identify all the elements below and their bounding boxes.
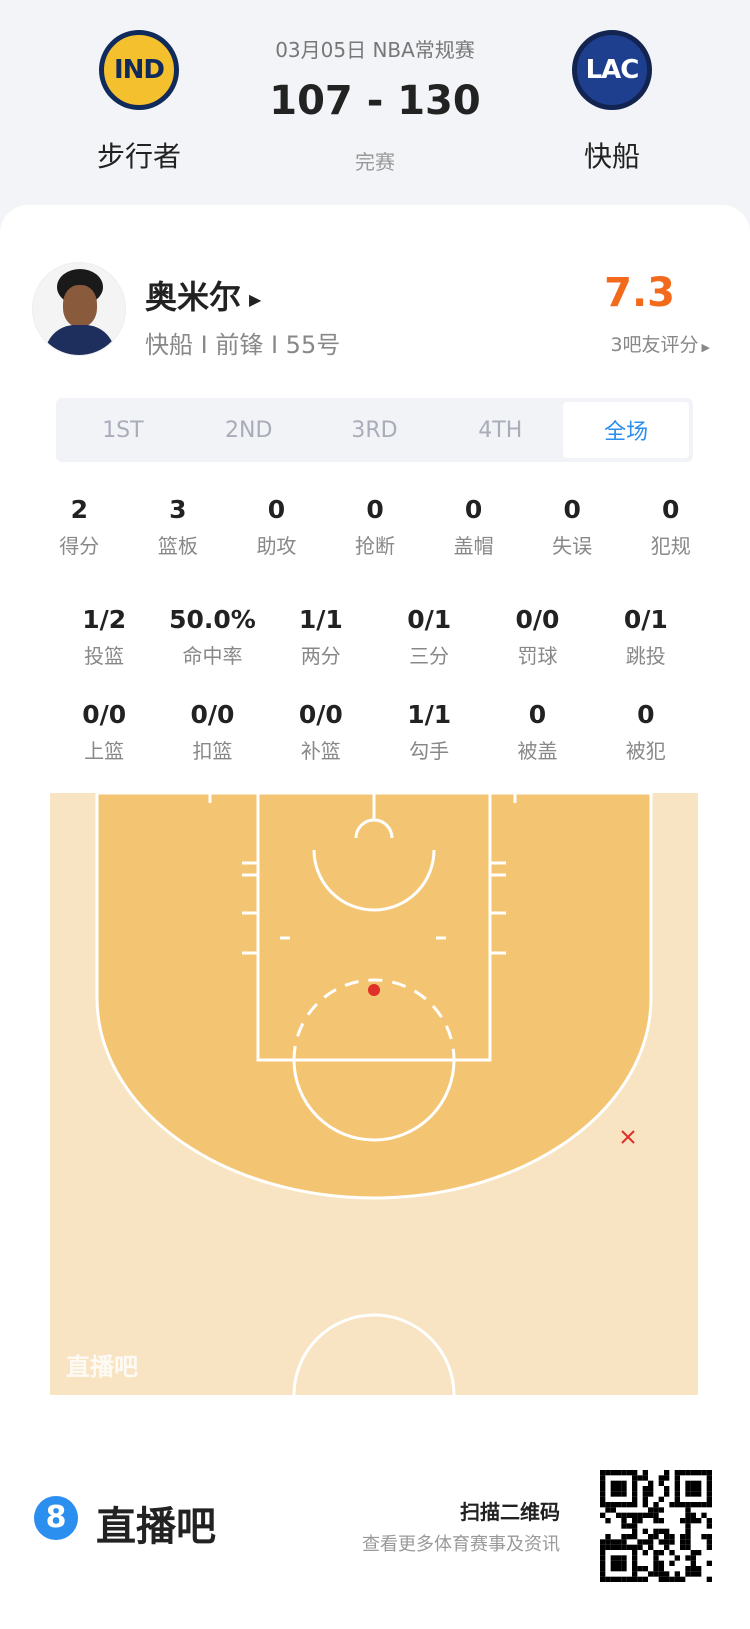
stat-item: 0 被盖: [483, 700, 591, 764]
stat-label: 失误: [552, 534, 593, 558]
brand-logo-icon: 8: [34, 1496, 78, 1540]
stat-label: 抢断: [355, 534, 396, 558]
stat-value: 0/0: [190, 700, 235, 729]
team-logo-ind[interactable]: IND: [99, 30, 179, 110]
stat-item: 0 失误: [523, 495, 622, 559]
stat-item: 0 犯规: [621, 495, 720, 559]
stat-item: 0 抢断: [326, 495, 425, 559]
stat-value: 0/0: [515, 605, 560, 634]
tab-3rd[interactable]: 3RD: [351, 417, 398, 443]
stat-item: 1/2 投篮: [50, 605, 158, 669]
stat-label: 被盖: [517, 739, 558, 763]
stat-item: 0/0 罚球: [483, 605, 591, 669]
stat-label: 助攻: [256, 534, 297, 558]
stat-value: 2: [70, 495, 88, 524]
home-team-name[interactable]: 步行者: [96, 140, 181, 173]
paint: [256, 793, 492, 1062]
stat-label: 扣篮: [192, 739, 233, 763]
team-logo-lac[interactable]: LAC: [572, 30, 652, 110]
stat-item: 3 篮板: [129, 495, 228, 559]
stats-row-2: 1/2 投篮 50.0% 命中率 1/1 两分 0/1 三分 0/0 罚球 0/1 跳投: [50, 605, 700, 669]
stat-value: 0: [464, 495, 483, 524]
stat-label: 盖帽: [453, 534, 494, 558]
stat-item: 0/0 上篮: [50, 700, 158, 764]
stat-label: 投篮: [84, 644, 125, 668]
tab-full-game[interactable]: 全场: [563, 402, 689, 458]
stat-label: 勾手: [409, 739, 450, 763]
stat-item: 0 助攻: [227, 495, 326, 559]
watermark: 直播吧: [66, 1353, 138, 1381]
stat-item: 2 得分: [30, 495, 129, 559]
game-date-league: 03月05日 NBA常规赛: [275, 38, 475, 62]
stat-value: 0/0: [298, 700, 343, 729]
player-avatar[interactable]: [32, 262, 126, 356]
shot-made-marker: [368, 984, 380, 996]
player-info: 快船 I 前锋 I 55号: [145, 331, 341, 359]
shot-missed-marker: [621, 1130, 635, 1144]
tab-4th[interactable]: 4TH: [478, 417, 523, 443]
qr-code: [600, 1470, 712, 1582]
qr-title: 扫描二维码: [460, 1500, 560, 1524]
stat-item: 0 盖帽: [424, 495, 523, 559]
stat-label: 上篮: [84, 739, 125, 763]
away-team-name[interactable]: 快船: [583, 140, 640, 173]
tab-1st[interactable]: 1ST: [102, 417, 144, 443]
brand-name: 直播吧: [96, 1504, 216, 1550]
rating-link[interactable]: 3吧友评分 ▶: [540, 330, 710, 357]
qr-subtitle: 查看更多体育赛事及资讯: [362, 1534, 560, 1555]
stats-row-1: 2 得分 3 篮板 0 助攻 0 抢断 0 盖帽 0 失误 0 犯规: [30, 495, 720, 559]
stat-value: 0: [267, 495, 286, 524]
stat-value: 50.0%: [169, 605, 256, 634]
caret-right-icon: ▶: [249, 289, 262, 309]
stat-value: 1/1: [298, 605, 343, 634]
stat-label: 跳投: [625, 644, 666, 668]
stat-item: 0/0 补篮: [267, 700, 375, 764]
stat-value: 0: [563, 495, 581, 524]
stat-value: 0: [637, 700, 655, 729]
stat-item: 0/1 三分: [375, 605, 483, 669]
stat-label: 得分: [59, 534, 100, 558]
stat-item: 0/0 扣篮: [158, 700, 266, 764]
free-throw-circle-upper: [292, 978, 456, 1061]
period-tabs: 1ST 2ND 3RD 4TH 全场: [56, 398, 693, 462]
player-rating: 7.3: [604, 270, 675, 316]
stat-label: 被犯: [625, 739, 666, 763]
shot-chart: 直播吧: [50, 793, 698, 1395]
stat-item: 1/1 勾手: [375, 700, 483, 764]
stat-label: 罚球: [517, 644, 558, 668]
stat-value: 3: [169, 495, 187, 524]
stat-item: 0 被犯: [592, 700, 700, 764]
stat-label: 补篮: [300, 739, 341, 763]
center-circle: [292, 1313, 456, 1395]
stat-value: 0: [662, 495, 680, 524]
stat-item: 50.0% 命中率: [158, 605, 266, 669]
stat-item: 0/1 跳投: [592, 605, 700, 669]
stat-label: 犯规: [650, 534, 691, 558]
stat-item: 1/1 两分: [267, 605, 375, 669]
game-score: 107 - 130: [269, 78, 481, 124]
tab-2nd[interactable]: 2ND: [224, 417, 273, 443]
rating-label: 3吧友评分: [610, 334, 699, 356]
restricted-arc: [312, 849, 436, 912]
stat-label: 命中率: [182, 644, 243, 668]
stat-value: 1/1: [407, 700, 452, 729]
player-name[interactable]: 奥米尔 ▶: [145, 272, 261, 318]
player-name-text: 奥米尔: [145, 278, 242, 316]
stat-value: 0/1: [623, 605, 668, 634]
stat-value: 0/1: [407, 605, 452, 634]
stat-label: 篮板: [157, 534, 198, 558]
stats-row-3: 0/0 上篮 0/0 扣篮 0/0 补篮 1/1 勾手 0 被盖 0 被犯: [50, 700, 700, 764]
game-status: 完赛: [355, 150, 395, 174]
stat-value: 0/0: [82, 700, 127, 729]
stat-value: 1/2: [82, 605, 127, 634]
caret-right-icon: ▶: [701, 341, 710, 354]
stat-value: 0: [528, 700, 547, 729]
stat-label: 三分: [409, 644, 450, 668]
free-throw-circle-lower: [292, 1059, 456, 1142]
stat-label: 两分: [300, 644, 341, 668]
stat-value: 0: [366, 495, 384, 524]
